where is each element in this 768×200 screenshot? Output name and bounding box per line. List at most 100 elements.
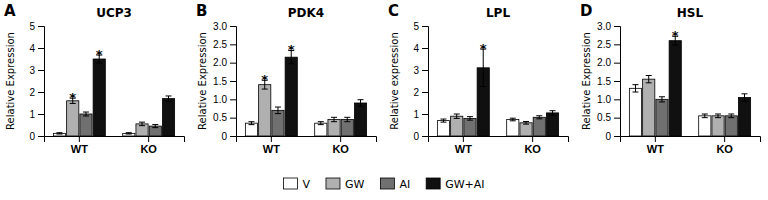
bar <box>629 88 641 136</box>
legend-item: GW+AI <box>426 178 484 191</box>
error-bar <box>646 76 652 83</box>
y-tick-mark <box>230 118 236 119</box>
x-tick-mark <box>340 136 341 142</box>
error-bar-cap <box>83 112 89 113</box>
y-tick: 0 <box>29 131 44 142</box>
x-axis-line <box>621 137 761 143</box>
x-tick-label: KO <box>524 143 541 155</box>
error-bar <box>318 122 324 125</box>
panel-label: B <box>196 2 207 20</box>
error-bar <box>331 117 337 121</box>
error-bar-cap <box>248 121 254 122</box>
x-tick-mark <box>655 136 656 142</box>
y-tick-label: 4 <box>29 43 35 54</box>
error-bar-cap <box>646 75 652 76</box>
error-bar-cap <box>536 115 542 116</box>
bar <box>669 41 681 136</box>
legend-label: GW+AI <box>445 178 484 191</box>
y-tick-label: 1.0 <box>213 94 227 105</box>
error-bar-cap <box>440 119 446 120</box>
y-tick-mark <box>38 136 44 137</box>
y-tick: 5 <box>29 21 44 32</box>
legend: VGWAIGW+AI <box>283 178 484 191</box>
error-bar-cap <box>523 121 529 122</box>
error-bar-line <box>277 107 278 114</box>
y-tick-mark <box>230 44 236 45</box>
error-bar-cap <box>659 96 665 97</box>
y-tick: 4 <box>29 43 44 54</box>
bar <box>533 117 545 136</box>
series <box>80 112 161 136</box>
y-tick: 0 <box>605 131 620 142</box>
error-bar-line <box>718 114 719 118</box>
annotations: ** <box>261 42 294 87</box>
x-tick-label: WT <box>455 143 472 155</box>
y-tick-mark <box>614 26 620 27</box>
error-bar-cap <box>344 121 350 122</box>
y-tick: 1 <box>29 109 44 120</box>
error-bar-cap <box>510 120 516 121</box>
y-tick-mark <box>230 63 236 64</box>
error-bar-line <box>168 96 169 101</box>
x-axis-line <box>45 137 185 143</box>
y-tick: 3 <box>29 65 44 76</box>
y-axis-line <box>614 27 621 137</box>
error-bar-cap <box>139 122 145 123</box>
y-axis-title: Relative Expression <box>197 32 208 130</box>
x-tick: KO <box>332 136 349 155</box>
error-bar-line <box>648 76 649 83</box>
y-tick-label: 1.5 <box>597 76 611 87</box>
error-bar-cap <box>318 124 324 125</box>
x-tick-mark <box>79 136 80 142</box>
error-bar-cap <box>331 117 337 118</box>
bar <box>464 118 476 136</box>
error-bar-cap <box>96 62 102 63</box>
legend-swatch <box>283 178 297 189</box>
error-bar-cap <box>248 124 254 125</box>
x-tick-mark <box>271 136 272 142</box>
y-tick-label: 2 <box>29 87 35 98</box>
error-bar-cap <box>467 116 473 117</box>
error-bar <box>742 94 748 101</box>
error-bar-cap <box>510 118 516 119</box>
series <box>477 49 558 136</box>
error-bar-line <box>142 122 143 126</box>
error-bar <box>126 133 132 134</box>
bar <box>725 116 737 136</box>
y-tick: 3 <box>413 65 428 76</box>
y-tick-mark <box>422 136 428 137</box>
legend-label: AI <box>399 178 410 191</box>
x-tick: KO <box>140 136 157 155</box>
series <box>464 116 545 136</box>
error-bar-cap <box>715 114 721 115</box>
y-tick-mark <box>614 118 620 119</box>
x-tick-label: KO <box>716 143 733 155</box>
error-bar-line <box>334 117 335 121</box>
bar <box>259 85 271 136</box>
error-bar-cap <box>358 106 364 107</box>
y-tick-label: 2.5 <box>213 39 227 50</box>
error-bar <box>550 111 556 115</box>
panel: 00.51.01.52.02.53.0WTKO**PDK4BRelative E… <box>196 2 377 155</box>
y-tick-label: 0 <box>413 131 419 142</box>
y-tick-mark <box>614 81 620 82</box>
y-tick-mark <box>614 136 620 137</box>
y-axis: 012345 <box>413 21 428 142</box>
panel: 00.51.01.52.02.53.0WTKO*HSLDRelative Exp… <box>580 2 761 155</box>
error-bar-line <box>635 85 636 92</box>
annotations: * <box>672 28 679 43</box>
y-tick: 5 <box>413 21 428 32</box>
y-tick-label: 0.5 <box>213 112 227 123</box>
error-bar-line <box>469 117 470 121</box>
error-bar-cap <box>454 114 460 115</box>
error-bar-cap <box>275 107 281 108</box>
plot-area <box>245 51 366 136</box>
y-tick-label: 1.5 <box>213 76 227 87</box>
error-bar-cap <box>523 124 529 125</box>
y-tick-label: 3 <box>413 65 419 76</box>
error-bar-cap <box>550 115 556 116</box>
y-tick: 0.5 <box>597 112 620 123</box>
y-tick: 2.0 <box>213 57 236 68</box>
error-bar-cap <box>672 45 678 46</box>
error-bar <box>523 121 529 124</box>
